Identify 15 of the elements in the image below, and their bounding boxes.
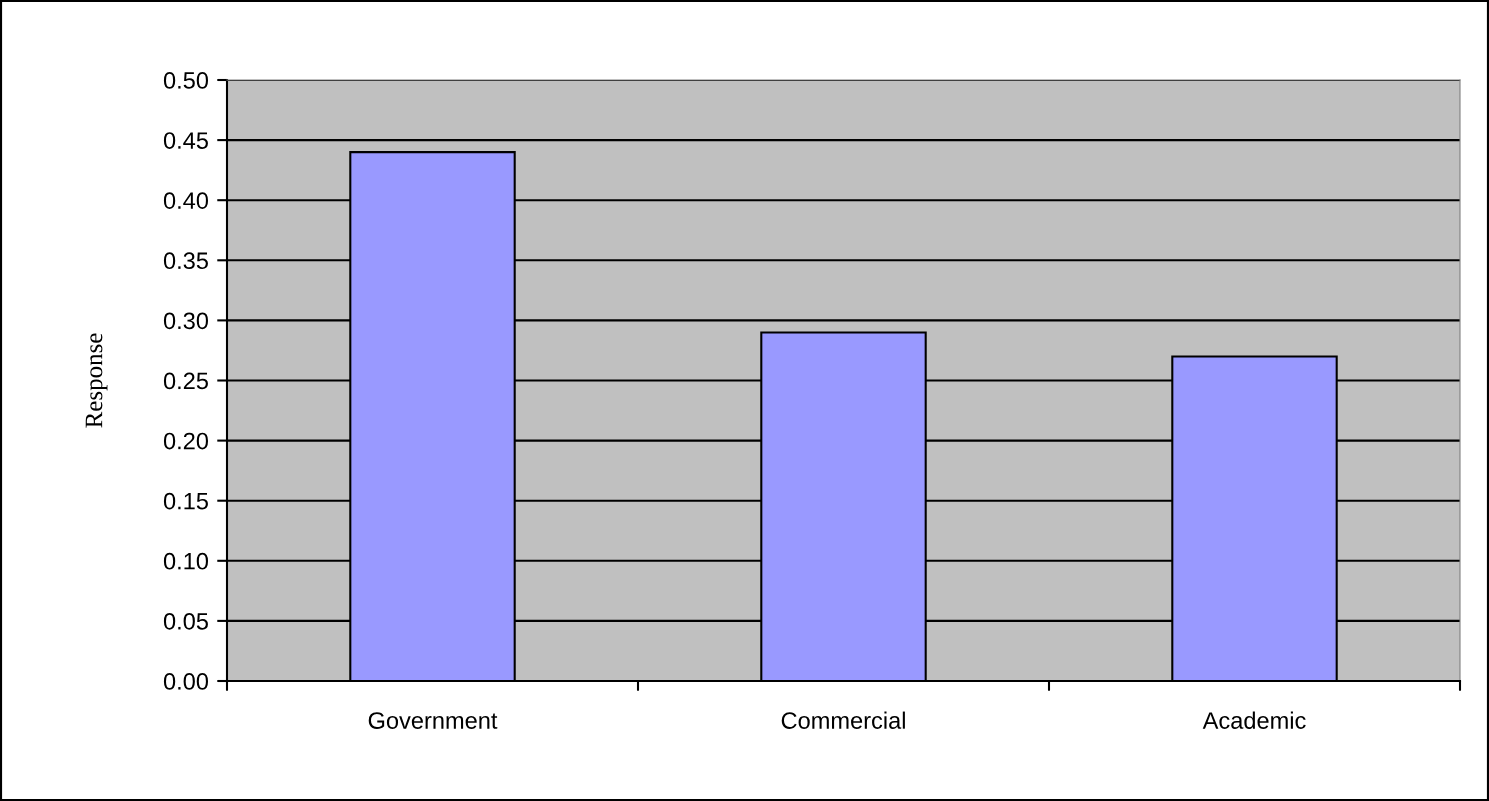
y-tick-label: 0.30 [163,312,209,330]
y-tick-label: 0.15 [163,492,208,510]
y-tick-label: 0.05 [163,612,208,630]
x-tick-label: Academic [1202,711,1306,729]
y-tick-label: 0.20 [163,432,209,450]
y-tick-label: 0.00 [163,673,209,690]
y-tick-label: 0.35 [163,252,208,270]
y-tick-label: 0.10 [163,552,209,570]
y-tick-label: 0.25 [163,372,208,390]
x-tick-label: Government [368,712,498,729]
y-tick-label: 0.40 [163,192,209,209]
x-tick-label: Commercial [781,711,905,729]
y-tick-label: 0.50 [163,72,209,89]
y-tick-label: 0.45 [163,132,208,149]
y-axis-title: Response [85,333,108,428]
